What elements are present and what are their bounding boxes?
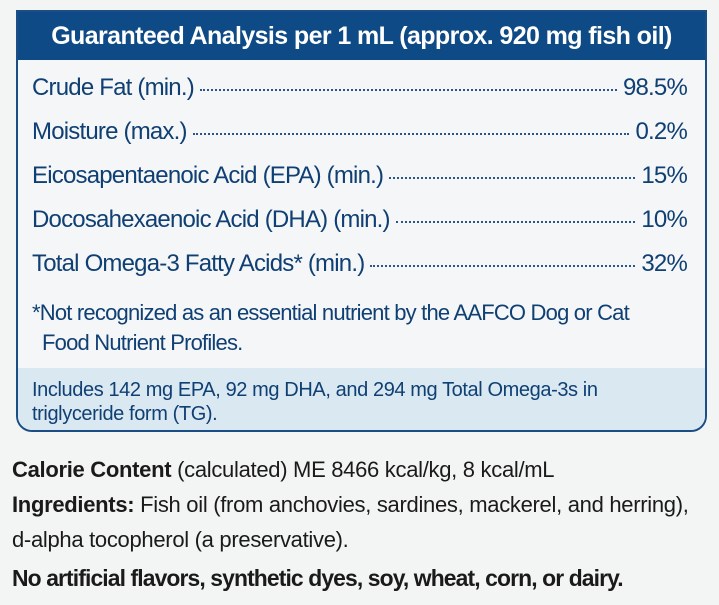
dot-leader bbox=[395, 221, 636, 223]
analysis-row-dha: Docosahexaenoic Acid (DHA) (min.) 10% bbox=[32, 206, 688, 250]
calorie-text: (calculated) ME 8466 kcal/kg, 8 kcal/mL bbox=[171, 457, 555, 482]
row-label: Docosahexaenoic Acid (DHA) (min.) bbox=[32, 206, 391, 233]
row-label: Moisture (max.) bbox=[32, 118, 188, 145]
guaranteed-analysis-panel: Guaranteed Analysis per 1 mL (approx. 92… bbox=[16, 10, 707, 432]
ingredients-label: Ingredients: bbox=[12, 492, 135, 517]
row-value: 32% bbox=[641, 250, 687, 277]
footnote-line-1: *Not recognized as an essential nutrient… bbox=[32, 300, 630, 325]
aafco-footnote: *Not recognized as an essential nutrient… bbox=[32, 298, 691, 358]
row-value: 10% bbox=[641, 206, 687, 233]
ingredients: Ingredients: Fish oil (from anchovies, s… bbox=[12, 487, 713, 557]
dot-leader bbox=[199, 89, 617, 91]
row-value: 15% bbox=[641, 162, 687, 189]
includes-text: Includes 142 mg EPA, 92 mg DHA, and 294 … bbox=[32, 379, 598, 425]
row-value: 0.2% bbox=[635, 118, 687, 145]
no-artificial-claim: No artificial flavors, synthetic dyes, s… bbox=[12, 565, 624, 591]
guaranteed-analysis-title: Guaranteed Analysis per 1 mL (approx. 92… bbox=[18, 12, 705, 60]
dot-leader bbox=[389, 177, 636, 179]
dot-leader bbox=[370, 265, 636, 267]
calorie-content: Calorie Content (calculated) ME 8466 kca… bbox=[12, 452, 713, 487]
row-label: Total Omega-3 Fatty Acids* (min.) bbox=[32, 250, 365, 277]
row-value: 98.5% bbox=[622, 74, 688, 101]
analysis-row-epa: Eicosapentaenoic Acid (EPA) (min.) 15% bbox=[32, 162, 688, 206]
analysis-row-moisture: Moisture (max.) 0.2% bbox=[32, 118, 688, 162]
analysis-row-total-omega-3: Total Omega-3 Fatty Acids* (min.) 32% bbox=[32, 250, 688, 294]
row-label: Eicosapentaenoic Acid (EPA) (min.) bbox=[32, 162, 384, 189]
dot-leader bbox=[192, 133, 630, 135]
includes-note: Includes 142 mg EPA, 92 mg DHA, and 294 … bbox=[18, 368, 705, 430]
calorie-label: Calorie Content bbox=[12, 457, 172, 482]
ingredients-text: Fish oil (from anchovies, sardines, mack… bbox=[12, 492, 689, 552]
footnote-line-2: Food Nutrient Profiles. bbox=[42, 330, 243, 355]
analysis-row-crude-fat: Crude Fat (min.) 98.5% bbox=[32, 74, 688, 118]
row-label: Crude Fat (min.) bbox=[32, 74, 195, 101]
analysis-rows: Crude Fat (min.) 98.5% Moisture (max.) 0… bbox=[32, 74, 688, 294]
product-details: Calorie Content (calculated) ME 8466 kca… bbox=[12, 452, 713, 557]
